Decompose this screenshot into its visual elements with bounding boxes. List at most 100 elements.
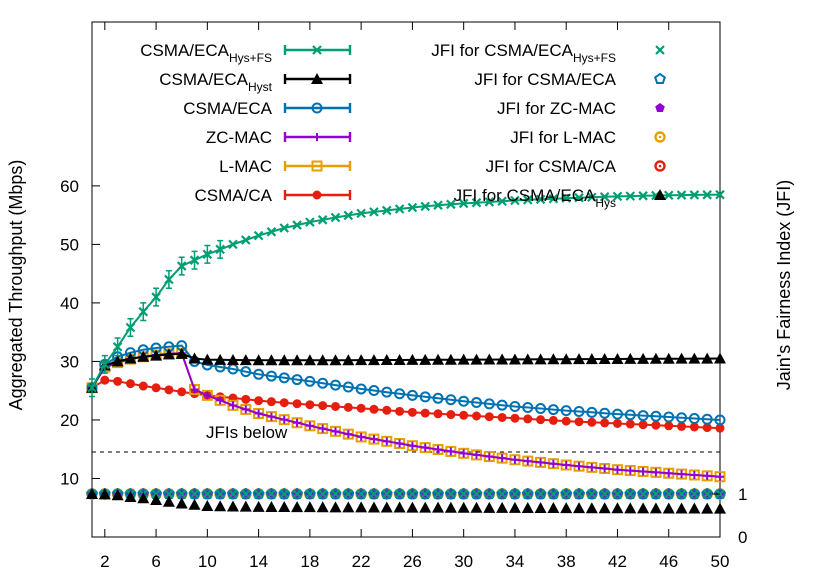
jfi-point — [433, 489, 443, 499]
jfi-point — [496, 501, 509, 513]
data-point — [380, 354, 393, 366]
data-point — [394, 204, 405, 214]
data-point — [702, 423, 712, 433]
data-point — [587, 463, 596, 472]
data-point — [292, 399, 302, 409]
jfi-point — [393, 487, 406, 499]
data-point — [459, 449, 468, 458]
jfi-point — [534, 502, 547, 514]
data-point — [548, 415, 558, 425]
data-point — [175, 347, 188, 359]
data-point — [240, 366, 252, 378]
x-tick-label: 18 — [300, 552, 319, 571]
data-point — [177, 387, 187, 397]
data-point — [445, 394, 457, 406]
legend-marker — [311, 102, 323, 114]
data-point — [638, 420, 648, 430]
data-point — [316, 354, 329, 366]
data-point — [292, 220, 302, 230]
jfi-point — [214, 500, 227, 512]
data-point — [408, 441, 417, 450]
data-point — [523, 457, 532, 466]
jfi-point — [457, 487, 470, 499]
data-point — [253, 368, 265, 380]
data-point — [279, 398, 289, 408]
data-point — [470, 353, 483, 365]
jfi-point — [446, 489, 456, 499]
data-point — [548, 193, 559, 204]
data-point — [703, 471, 712, 480]
data-point — [536, 458, 545, 467]
data-point — [624, 352, 637, 364]
jfi-point — [252, 487, 265, 499]
data-point — [241, 235, 251, 245]
jfi-point — [228, 489, 238, 499]
data-point — [676, 190, 687, 200]
data-point — [549, 459, 558, 468]
data-point — [318, 401, 328, 411]
data-point — [664, 469, 673, 478]
data-point — [278, 354, 291, 366]
jfi-point — [380, 501, 393, 513]
jfi-point — [675, 487, 688, 499]
data-point — [151, 383, 161, 393]
data-point — [522, 402, 534, 414]
jfi-point — [585, 487, 598, 499]
data-point — [421, 443, 430, 452]
data-point — [293, 418, 302, 427]
jfi-point — [394, 489, 405, 499]
data-point — [485, 452, 494, 461]
jfi-jfi-for-csma-eca-hys — [86, 488, 726, 514]
data-point — [125, 379, 135, 389]
data-point — [356, 403, 366, 413]
data-point — [214, 394, 226, 406]
data-point — [702, 190, 712, 200]
data-point — [534, 353, 547, 365]
data-point — [547, 404, 559, 416]
jfi-point — [702, 489, 712, 499]
x-tick-label: 50 — [711, 552, 730, 571]
jfi-point — [470, 487, 483, 499]
data-point — [291, 417, 303, 429]
data-point — [625, 191, 636, 201]
data-point — [677, 470, 686, 479]
legend-label: JFI for CSMA/CA — [486, 157, 617, 176]
data-point — [585, 353, 598, 365]
jfi-point — [598, 487, 611, 499]
data-point — [573, 405, 585, 417]
data-point — [265, 370, 277, 382]
data-point — [420, 201, 431, 212]
jfi-point — [239, 487, 252, 499]
y2-tick-label: 1 — [738, 485, 747, 504]
data-point — [100, 375, 110, 385]
data-point — [266, 227, 277, 237]
jfi-point — [98, 488, 111, 500]
data-point — [510, 195, 520, 206]
legend-marker — [312, 190, 322, 200]
data-point — [393, 353, 406, 365]
jfi-point — [585, 502, 598, 514]
data-point — [433, 409, 443, 419]
data-point — [329, 354, 342, 366]
series-csma-ca — [87, 375, 725, 433]
y2-axis-title: Jain's Fairness Index (JFI) — [774, 180, 794, 391]
jfi-point — [355, 487, 368, 499]
jfi-point — [444, 487, 457, 499]
jfi-point — [649, 502, 662, 514]
jfi-point — [291, 487, 303, 499]
data-point — [523, 414, 533, 424]
jfi-point — [574, 489, 584, 499]
jfi-point — [560, 487, 573, 499]
data-point — [573, 353, 586, 365]
jfi-point — [561, 489, 571, 499]
data-point — [164, 385, 174, 395]
data-point — [240, 403, 252, 415]
data-point — [690, 470, 699, 479]
jfi-point — [343, 489, 354, 499]
jfi-point — [688, 487, 701, 499]
jfi-point — [355, 501, 368, 513]
data-point — [472, 450, 481, 459]
data-point — [625, 419, 635, 429]
data-point — [303, 354, 316, 366]
data-point — [266, 397, 276, 407]
